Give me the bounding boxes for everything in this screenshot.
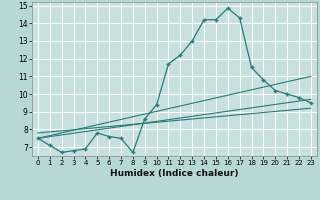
X-axis label: Humidex (Indice chaleur): Humidex (Indice chaleur)	[110, 169, 239, 178]
